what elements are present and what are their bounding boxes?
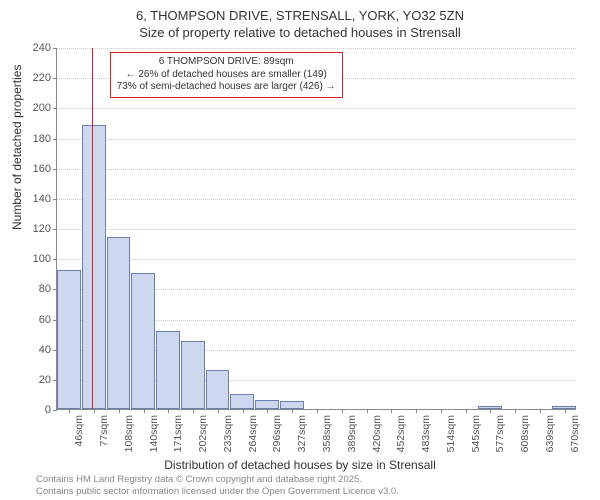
gridline — [57, 199, 576, 200]
x-tick-mark — [144, 409, 145, 413]
x-tick-mark — [243, 409, 244, 413]
histogram-bar — [280, 401, 304, 409]
x-tick-mark — [119, 409, 120, 413]
x-tick-mark — [416, 409, 417, 413]
x-tick-mark — [317, 409, 318, 413]
histogram-bar — [107, 237, 131, 409]
y-tick-label: 120 — [33, 223, 51, 235]
x-tick-label: 171sqm — [172, 415, 184, 452]
x-tick-mark — [391, 409, 392, 413]
x-tick-label: 389sqm — [346, 415, 358, 452]
x-tick-label: 420sqm — [371, 415, 383, 452]
y-tick-mark — [53, 229, 57, 230]
gridline — [57, 139, 576, 140]
y-tick-mark — [53, 139, 57, 140]
x-tick-label: 77sqm — [98, 415, 110, 447]
y-tick-label: 180 — [33, 133, 51, 145]
histogram-bar — [206, 370, 230, 409]
x-tick-mark — [342, 409, 343, 413]
plot-area: 02040608010012014016018020022024046sqm77… — [56, 48, 576, 410]
histogram-bar — [255, 400, 279, 409]
y-tick-label: 60 — [39, 314, 51, 326]
histogram-bar — [156, 331, 180, 409]
y-tick-mark — [53, 48, 57, 49]
x-tick-label: 233sqm — [222, 415, 234, 452]
x-tick-label: 670sqm — [569, 415, 581, 452]
x-axis-label: Distribution of detached houses by size … — [0, 458, 600, 472]
title-address: 6, THOMPSON DRIVE, STRENSALL, YORK, YO32… — [0, 8, 600, 25]
plot-surface: 02040608010012014016018020022024046sqm77… — [56, 48, 576, 410]
x-tick-label: 545sqm — [470, 415, 482, 452]
x-tick-mark — [441, 409, 442, 413]
x-tick-label: 639sqm — [544, 415, 556, 452]
annotation-line2: ← 26% of detached houses are smaller (14… — [117, 69, 336, 82]
x-tick-mark — [69, 409, 70, 413]
x-tick-label: 327sqm — [296, 415, 308, 452]
x-tick-label: 358sqm — [321, 415, 333, 452]
x-tick-mark — [490, 409, 491, 413]
x-tick-mark — [466, 409, 467, 413]
x-tick-label: 140sqm — [148, 415, 160, 452]
x-tick-label: 452sqm — [395, 415, 407, 452]
y-tick-label: 0 — [45, 404, 51, 416]
y-tick-label: 240 — [33, 42, 51, 54]
gridline — [57, 48, 576, 49]
x-tick-mark — [565, 409, 566, 413]
x-tick-label: 202sqm — [197, 415, 209, 452]
y-tick-mark — [53, 410, 57, 411]
annotation-line3: 73% of semi-detached houses are larger (… — [117, 81, 336, 94]
gridline — [57, 169, 576, 170]
chart-container: 6, THOMPSON DRIVE, STRENSALL, YORK, YO32… — [0, 0, 600, 500]
x-tick-mark — [540, 409, 541, 413]
x-tick-mark — [515, 409, 516, 413]
y-tick-label: 140 — [33, 193, 51, 205]
y-tick-label: 20 — [39, 374, 51, 386]
x-tick-label: 577sqm — [494, 415, 506, 452]
x-tick-label: 608sqm — [519, 415, 531, 452]
histogram-bar — [131, 273, 155, 409]
x-tick-mark — [218, 409, 219, 413]
x-tick-mark — [292, 409, 293, 413]
footer-attribution: Contains HM Land Registry data © Crown c… — [36, 474, 399, 498]
x-tick-label: 46sqm — [73, 415, 85, 447]
gridline — [57, 259, 576, 260]
y-tick-mark — [53, 169, 57, 170]
footer-line1: Contains HM Land Registry data © Crown c… — [36, 474, 399, 486]
property-marker-line — [92, 48, 93, 409]
title-subtitle: Size of property relative to detached ho… — [0, 25, 600, 42]
x-tick-label: 264sqm — [247, 415, 259, 452]
y-tick-mark — [53, 108, 57, 109]
y-axis-label: Number of detached properties — [10, 65, 24, 230]
y-tick-mark — [53, 78, 57, 79]
x-tick-mark — [168, 409, 169, 413]
footer-line2: Contains public sector information licen… — [36, 486, 399, 498]
x-tick-mark — [267, 409, 268, 413]
y-tick-label: 100 — [33, 253, 51, 265]
gridline — [57, 229, 576, 230]
x-tick-label: 483sqm — [420, 415, 432, 452]
y-tick-label: 200 — [33, 102, 51, 114]
chart-title: 6, THOMPSON DRIVE, STRENSALL, YORK, YO32… — [0, 0, 600, 42]
histogram-bar — [82, 125, 106, 409]
y-tick-label: 40 — [39, 344, 51, 356]
x-tick-label: 296sqm — [271, 415, 283, 452]
y-tick-mark — [53, 199, 57, 200]
histogram-bar — [181, 341, 205, 409]
x-tick-mark — [94, 409, 95, 413]
gridline — [57, 108, 576, 109]
y-tick-label: 220 — [33, 72, 51, 84]
y-tick-label: 160 — [33, 163, 51, 175]
x-tick-mark — [193, 409, 194, 413]
annotation-box: 6 THOMPSON DRIVE: 89sqm← 26% of detached… — [110, 52, 343, 98]
x-tick-mark — [367, 409, 368, 413]
annotation-line1: 6 THOMPSON DRIVE: 89sqm — [117, 56, 336, 69]
histogram-bar — [57, 270, 81, 409]
x-tick-label: 514sqm — [445, 415, 457, 452]
y-tick-label: 80 — [39, 283, 51, 295]
x-tick-label: 108sqm — [123, 415, 135, 452]
y-tick-mark — [53, 259, 57, 260]
histogram-bar — [230, 394, 254, 409]
